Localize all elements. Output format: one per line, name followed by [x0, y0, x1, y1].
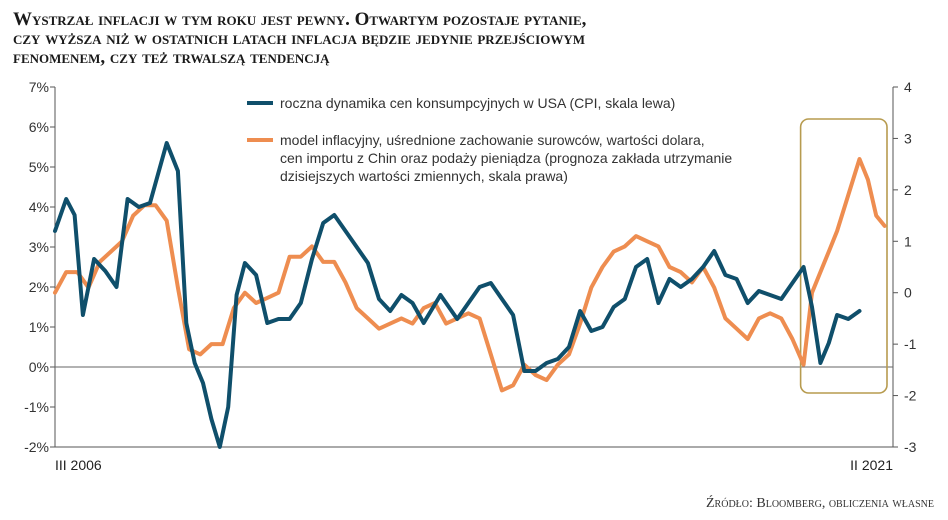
- left-axis-ticks: -2% -1% 0% 1% 2% 3% 4% 5% 6% 7%: [24, 79, 55, 455]
- legend: roczna dynamika cen konsumpcyjnych w USA…: [247, 95, 732, 184]
- left-tick-label: -1%: [24, 399, 49, 415]
- source-note: Źródło: Bloomberg, obliczenia własne: [706, 496, 934, 511]
- left-tick-label: 5%: [29, 159, 49, 175]
- right-tick-label: 4: [904, 79, 912, 95]
- left-tick-label: 6%: [29, 119, 49, 135]
- legend-model-label-1: model inflacyjny, uśrednione zachowanie …: [280, 132, 705, 148]
- title-line-1: Wystrzał inflacji w tym roku jest pewny.…: [13, 9, 587, 30]
- left-tick-label: 0%: [29, 359, 49, 375]
- chart-title: Wystrzał inflacji w tym roku jest pewny.…: [13, 10, 933, 67]
- cpi-line: [53, 141, 862, 449]
- right-tick-label: 2: [904, 182, 912, 198]
- left-tick-label: -2%: [24, 439, 49, 455]
- x-label-start: III 2006: [55, 457, 102, 473]
- right-tick-label: -1: [904, 336, 917, 352]
- right-tick-label: 0: [904, 285, 912, 301]
- left-tick-label: 4%: [29, 199, 49, 215]
- right-axis-ticks: -3 -2 -1 0 1 2 3 4: [893, 79, 917, 455]
- right-tick-label: -2: [904, 388, 917, 404]
- left-tick-label: 7%: [29, 79, 49, 95]
- title-line-2: czy wyższa niż w ostatnich latach inflac…: [13, 28, 585, 49]
- highlight-box: [799, 118, 888, 394]
- left-tick-label: 2%: [29, 279, 49, 295]
- x-label-end: II 2021: [850, 457, 893, 473]
- right-tick-label: 1: [904, 233, 912, 249]
- right-tick-label: -3: [904, 439, 917, 455]
- legend-model-label-2: cen importu z Chin oraz podaży pieniądza…: [280, 150, 732, 166]
- left-tick-label: 1%: [29, 319, 49, 335]
- legend-model-label-3: dzisiejszych wartości zmiennych, skala p…: [280, 168, 568, 184]
- title-line-3: fenomenem, czy też trwalszą tendencją: [13, 47, 330, 68]
- right-tick-label: 3: [904, 130, 912, 146]
- legend-cpi-label: roczna dynamika cen konsumpcyjnych w USA…: [280, 95, 675, 111]
- model-line: [53, 157, 887, 393]
- left-tick-label: 3%: [29, 239, 49, 255]
